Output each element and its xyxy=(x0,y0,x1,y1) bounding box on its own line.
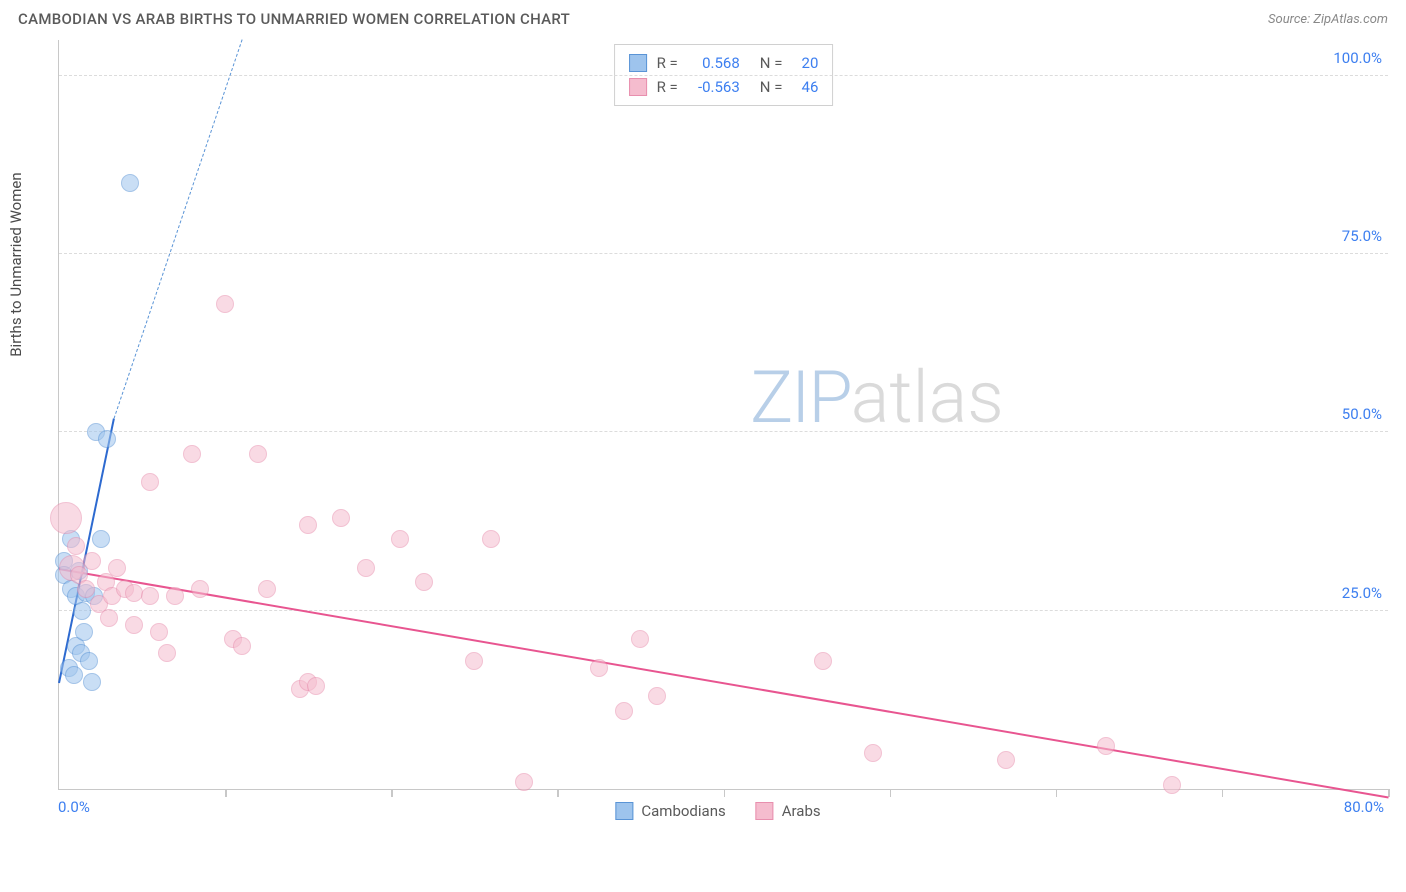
data-point xyxy=(98,430,116,448)
x-axis-max-label: 80.0% xyxy=(1344,798,1384,816)
data-point xyxy=(158,644,176,662)
data-point xyxy=(183,445,201,463)
stats-n-label: N = xyxy=(760,75,783,99)
data-point xyxy=(141,587,159,605)
data-point xyxy=(216,295,234,313)
data-point xyxy=(1163,776,1181,794)
series-legend: Cambodians Arabs xyxy=(615,802,820,820)
gridline xyxy=(59,610,1388,611)
data-point xyxy=(121,174,139,192)
data-point xyxy=(75,623,93,641)
stats-row: R = 0.568 N = 20 xyxy=(629,51,819,75)
stats-swatch xyxy=(629,54,647,72)
data-point xyxy=(141,473,159,491)
data-point xyxy=(648,687,666,705)
data-point xyxy=(258,580,276,598)
data-point xyxy=(590,659,608,677)
x-axis-min-label: 0.0% xyxy=(58,798,90,816)
x-tick xyxy=(1056,789,1058,797)
chart-area: Births to Unmarried Women ZIPatlas R = 0… xyxy=(48,40,1388,840)
data-point xyxy=(631,630,649,648)
trend-extrapolation xyxy=(113,40,242,419)
data-point xyxy=(997,751,1015,769)
legend-label: Arabs xyxy=(782,802,821,820)
watermark-atlas: atlas xyxy=(851,355,1004,440)
x-tick xyxy=(391,789,393,797)
x-tick xyxy=(890,789,892,797)
x-tick xyxy=(557,789,559,797)
stats-r-value: 0.568 xyxy=(688,51,740,75)
x-tick xyxy=(1222,789,1224,797)
data-point xyxy=(83,673,101,691)
data-point xyxy=(67,537,85,555)
watermark: ZIPatlas xyxy=(750,355,1004,440)
x-tick xyxy=(225,789,227,797)
data-point xyxy=(357,559,375,577)
y-axis-label: Births to Unmarried Women xyxy=(7,172,25,356)
y-tick-label: 25.0% xyxy=(1342,584,1382,602)
data-point xyxy=(391,530,409,548)
data-point xyxy=(80,652,98,670)
data-point xyxy=(50,502,82,534)
watermark-zip: ZIP xyxy=(750,355,851,440)
legend-label: Cambodians xyxy=(641,802,725,820)
data-point xyxy=(299,516,317,534)
data-point xyxy=(150,623,168,641)
data-point xyxy=(166,587,184,605)
data-point xyxy=(92,530,110,548)
data-point xyxy=(465,652,483,670)
stats-r-label: R = xyxy=(657,75,678,99)
legend-item: Arabs xyxy=(756,802,821,820)
chart-title: CAMBODIAN VS ARAB BIRTHS TO UNMARRIED WO… xyxy=(18,10,570,28)
data-point xyxy=(77,580,95,598)
data-point xyxy=(307,677,325,695)
legend-swatch xyxy=(756,802,774,820)
chart-header: CAMBODIAN VS ARAB BIRTHS TO UNMARRIED WO… xyxy=(0,0,1406,36)
y-tick-label: 100.0% xyxy=(1333,49,1382,67)
stats-row: R = -0.563 N = 46 xyxy=(629,75,819,99)
stats-n-value: 46 xyxy=(792,75,818,99)
data-point xyxy=(125,584,143,602)
data-point xyxy=(233,637,251,655)
data-point xyxy=(83,552,101,570)
data-point xyxy=(864,744,882,762)
stats-n-label: N = xyxy=(760,51,783,75)
data-point xyxy=(65,666,83,684)
y-tick-label: 50.0% xyxy=(1342,405,1382,423)
plot-region: ZIPatlas R = 0.568 N = 20 R = -0.563 N = 46… xyxy=(58,40,1388,790)
data-point xyxy=(73,602,91,620)
gridline xyxy=(59,431,1388,432)
data-point xyxy=(814,652,832,670)
gridline xyxy=(59,75,1388,76)
stats-r-value: -0.563 xyxy=(688,75,740,99)
stats-r-label: R = xyxy=(657,51,678,75)
data-point xyxy=(332,509,350,527)
data-point xyxy=(108,559,126,577)
trend-line xyxy=(59,568,1389,799)
stats-n-value: 20 xyxy=(792,51,818,75)
legend-item: Cambodians xyxy=(615,802,725,820)
data-point xyxy=(615,702,633,720)
data-point xyxy=(191,580,209,598)
stats-swatch xyxy=(629,78,647,96)
x-tick xyxy=(724,789,726,797)
data-point xyxy=(1097,737,1115,755)
data-point xyxy=(482,530,500,548)
chart-source: Source: ZipAtlas.com xyxy=(1268,12,1388,27)
data-point xyxy=(100,609,118,627)
data-point xyxy=(515,773,533,791)
legend-swatch xyxy=(615,802,633,820)
data-point xyxy=(415,573,433,591)
y-tick-label: 75.0% xyxy=(1342,227,1382,245)
data-point xyxy=(125,616,143,634)
data-point xyxy=(249,445,267,463)
gridline xyxy=(59,253,1388,254)
